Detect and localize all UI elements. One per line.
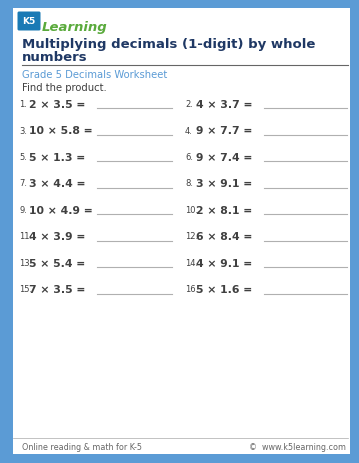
Text: 9.: 9. [19,206,27,214]
Text: 1.: 1. [19,100,27,109]
Text: Grade 5 Decimals Worksheet: Grade 5 Decimals Worksheet [22,70,167,80]
Text: 7 × 3.5 =: 7 × 3.5 = [29,285,85,295]
Text: 2 × 3.5 =: 2 × 3.5 = [29,100,85,110]
Text: 3 × 9.1 =: 3 × 9.1 = [196,179,252,189]
Text: ©  www.k5learning.com: © www.k5learning.com [249,442,346,451]
Text: 11.: 11. [19,232,32,241]
Bar [9,9,13,454]
Text: 4 × 3.7 =: 4 × 3.7 = [196,100,252,110]
Text: 14.: 14. [185,258,198,268]
Text: 4 × 9.1 =: 4 × 9.1 = [196,258,252,269]
Text: 9 × 7.7 =: 9 × 7.7 = [196,126,252,136]
Text: 5 × 1.3 =: 5 × 1.3 = [29,153,85,163]
Text: 16.: 16. [185,285,198,294]
Text: Find the product.: Find the product. [22,83,107,93]
Text: 13.: 13. [19,258,32,268]
Text: 3.: 3. [19,126,27,135]
Text: 10 × 4.9 =: 10 × 4.9 = [29,206,93,216]
Text: 9 × 7.4 =: 9 × 7.4 = [196,153,252,163]
Text: 12.: 12. [185,232,198,241]
Text: Learning: Learning [42,21,108,34]
Text: 8.: 8. [185,179,193,188]
Text: 3 × 4.4 =: 3 × 4.4 = [29,179,85,189]
FancyBboxPatch shape [18,13,41,31]
Text: 6.: 6. [185,153,193,162]
Text: 4 × 3.9 =: 4 × 3.9 = [29,232,85,242]
Text: 7.: 7. [19,179,27,188]
Text: numbers: numbers [22,51,88,64]
Text: 5.: 5. [19,153,27,162]
Text: 4.: 4. [185,126,193,135]
Text: 2 × 8.1 =: 2 × 8.1 = [196,206,252,216]
Text: 6 × 8.4 =: 6 × 8.4 = [196,232,252,242]
Text: 5 × 1.6 =: 5 × 1.6 = [196,285,252,295]
Text: 5 × 5.4 =: 5 × 5.4 = [29,258,85,269]
Text: 2.: 2. [185,100,193,109]
Text: 10 × 5.8 =: 10 × 5.8 = [29,126,93,136]
Text: K5: K5 [22,18,36,26]
Text: 15.: 15. [19,285,32,294]
Text: Online reading & math for K-5: Online reading & math for K-5 [22,442,142,451]
Text: Multiplying decimals (1-digit) by whole: Multiplying decimals (1-digit) by whole [22,38,315,51]
Text: 10.: 10. [185,206,198,214]
